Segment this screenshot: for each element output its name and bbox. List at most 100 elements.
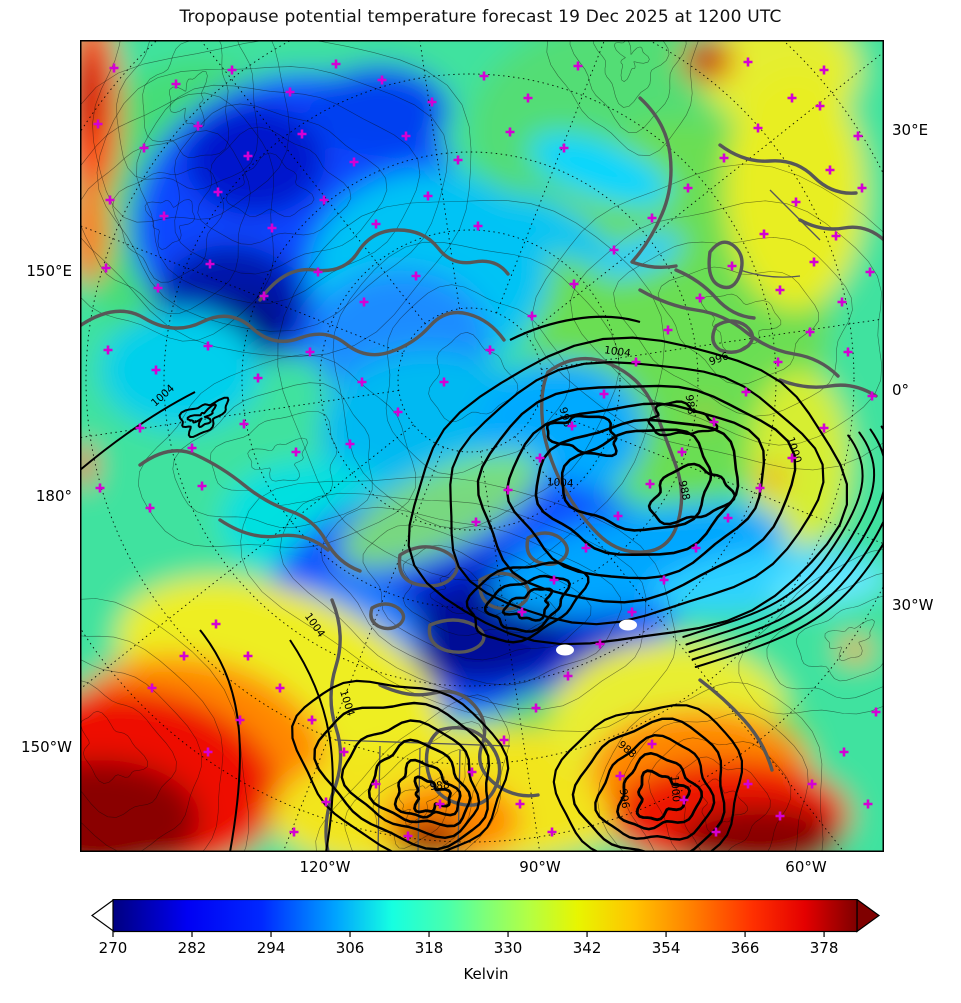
station-marker: [753, 123, 763, 133]
colorbar-tick-label: 330: [493, 939, 523, 957]
contour-label: 988: [429, 779, 450, 793]
station-marker: [627, 607, 637, 617]
station-marker: [569, 279, 579, 289]
station-marker: [853, 131, 863, 141]
station-marker: [203, 341, 213, 351]
station-marker: [831, 231, 841, 241]
colorbar-under-arrow: [90, 898, 115, 933]
station-marker: [865, 267, 875, 277]
station-marker: [227, 65, 237, 75]
station-marker: [179, 651, 189, 661]
station-marker: [485, 345, 495, 355]
station-marker: [517, 607, 527, 617]
coastlines: [80, 96, 884, 852]
station-marker: [147, 683, 157, 693]
station-marker: [109, 63, 119, 73]
station-marker: [411, 271, 421, 281]
station-marker: [567, 421, 577, 431]
station-marker: [839, 747, 849, 757]
station-marker: [631, 357, 641, 367]
colorbar-tick-label: 378: [809, 939, 839, 957]
station-marker: [679, 795, 689, 805]
station-marker: [105, 195, 115, 205]
figure-title: Tropopause potential temperature forecas…: [179, 7, 782, 27]
station-marker: [193, 121, 203, 131]
station-marker: [205, 259, 215, 269]
station-marker: [291, 447, 301, 457]
station-marker: [825, 165, 835, 175]
axis-tick-label: 0°: [892, 381, 910, 399]
station-marker: [171, 79, 181, 89]
station-marker: [691, 543, 701, 553]
below-range-spots: [556, 619, 637, 656]
station-marker: [743, 57, 753, 67]
axis-tick-label: 150°E: [26, 262, 72, 280]
axis-tick-label: 180°: [35, 487, 72, 505]
station-marker: [759, 229, 769, 239]
station-marker: [101, 263, 111, 273]
station-marker: [349, 157, 359, 167]
station-marker: [135, 423, 145, 433]
station-marker: [401, 131, 411, 141]
axis-tick-label: 120°W: [299, 858, 351, 876]
station-marker: [371, 779, 381, 789]
station-marker: [377, 75, 387, 85]
graticule-lines: [80, 40, 884, 852]
station-marker: [615, 771, 625, 781]
station-marker: [527, 311, 537, 321]
station-marker: [787, 93, 797, 103]
station-marker: [503, 485, 513, 495]
station-marker: [259, 291, 269, 301]
axis-tick-label: 60°W: [785, 858, 827, 876]
station-marker: [843, 347, 853, 357]
station-marker: [857, 183, 867, 193]
station-marker: [235, 715, 245, 725]
colorbar-tick-label: 306: [335, 939, 365, 957]
station-marker: [871, 707, 881, 717]
station-marker: [775, 811, 785, 821]
station-marker: [819, 65, 829, 75]
station-marker: [103, 345, 113, 355]
station-marker: [573, 61, 583, 71]
station-marker: [609, 245, 619, 255]
below-range-spot: [556, 644, 574, 656]
axis-tick-label: 30°W: [892, 596, 934, 614]
station-marker: [523, 93, 533, 103]
station-marker: [709, 417, 719, 427]
colorbar: 270 282 294 306 318 330 342 354 366 378 Kelvin: [90, 898, 881, 999]
station-marker: [435, 799, 445, 809]
station-marker: [203, 747, 213, 757]
colorbar-tick-labels: 270 282 294 306 318 330 342 354 366 378: [91, 939, 881, 959]
colorbar-bar: [112, 898, 858, 933]
station-marker: [505, 127, 515, 137]
contour-label: 1004: [603, 344, 631, 360]
station-marker: [393, 407, 403, 417]
colorbar-tick-label: 270: [98, 939, 128, 957]
station-marker: [471, 517, 481, 527]
station-marker: [211, 619, 221, 629]
colorbar-tick-label: 354: [651, 939, 681, 957]
colorbar-tick-label: 318: [414, 939, 444, 957]
station-marker: [563, 671, 573, 681]
station-marker: [837, 297, 847, 307]
station-marker: [145, 503, 155, 513]
contour-label: 1004: [546, 476, 574, 490]
contour-label: 988: [683, 394, 698, 416]
station-marker: [647, 213, 657, 223]
station-marker: [719, 153, 729, 163]
contour-label: 996: [557, 406, 574, 429]
station-marker: [403, 831, 413, 841]
station-marker: [139, 143, 149, 153]
station-marker: [331, 59, 341, 69]
station-marker: [473, 221, 483, 231]
station-marker: [659, 575, 669, 585]
axis-tick-label: 30°E: [892, 121, 929, 139]
station-marker: [645, 479, 655, 489]
station-marker: [467, 767, 477, 777]
station-marker: [243, 151, 253, 161]
station-markers: [93, 57, 881, 841]
station-marker: [453, 155, 463, 165]
station-marker: [647, 739, 657, 749]
station-marker: [819, 423, 829, 433]
contour-label: 988: [676, 479, 692, 501]
